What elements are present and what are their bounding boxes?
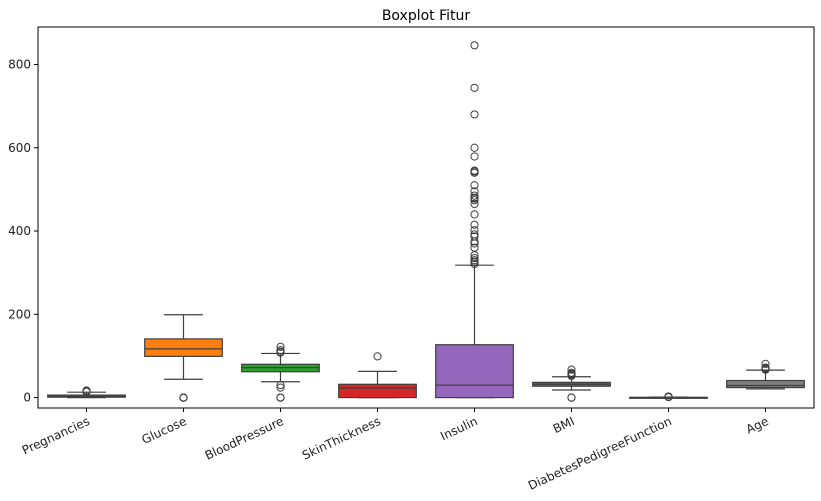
outlier-point — [761, 363, 770, 372]
x-tick-label: SkinThickness — [300, 414, 383, 463]
box-DiabetesPedigreeFunction — [629, 392, 708, 402]
box-BMI — [532, 365, 611, 402]
box-Insulin — [435, 41, 514, 399]
outlier-point — [470, 220, 479, 229]
box-Pregnancies — [47, 386, 126, 399]
y-tick-label: 0 — [23, 391, 31, 405]
box-body — [144, 338, 223, 357]
outlier-point — [470, 226, 479, 235]
x-tick-label: DiabetesPedigreeFunction — [526, 414, 674, 493]
y-tick-label: 400 — [8, 224, 31, 238]
x-tick-label: Insulin — [438, 414, 480, 443]
outlier-point — [470, 166, 479, 175]
x-tick-label: Age — [744, 414, 771, 437]
outlier-point — [470, 191, 479, 200]
x-tick-label: BloodPressure — [203, 414, 286, 463]
outlier-point — [470, 210, 479, 219]
box-body — [435, 344, 514, 399]
outlier-point — [470, 181, 479, 190]
outlier-point — [470, 232, 479, 241]
outlier-point — [470, 143, 479, 152]
chart-title: Boxplot Fitur — [382, 8, 471, 24]
outlier-point — [276, 342, 285, 351]
outlier-point — [470, 230, 479, 239]
chart-axes: 0 200 400 600 800 Pregnancies Glucose BloodPres… — [8, 57, 771, 492]
y-tick-label: 200 — [8, 307, 31, 321]
outlier-point — [470, 110, 479, 119]
outlier-point — [567, 393, 576, 402]
box-Age — [726, 359, 805, 390]
x-tick-label: Pregnancies — [20, 414, 92, 457]
y-tick-label: 600 — [8, 141, 31, 155]
plot-frame — [37, 26, 815, 409]
outlier-point — [276, 393, 285, 402]
outlier-point — [276, 380, 285, 390]
box-BloodPressure — [241, 342, 320, 402]
outlier-point — [276, 346, 285, 355]
outlier-point — [470, 41, 479, 50]
y-tick-label: 800 — [8, 57, 31, 71]
outlier-point — [567, 368, 576, 377]
x-tick-label: BMI — [551, 414, 577, 436]
outlier-point — [470, 187, 479, 196]
x-tick-label: Glucose — [140, 414, 189, 447]
box-Glucose — [144, 314, 223, 402]
box-body — [338, 383, 417, 399]
outlier-point — [470, 83, 479, 92]
outlier-point — [470, 256, 479, 265]
outlier-point — [179, 393, 188, 402]
outlier-point — [276, 383, 285, 392]
chart-marks — [47, 41, 805, 402]
outlier-point — [761, 359, 770, 368]
box-body — [726, 379, 805, 389]
outlier-point — [470, 253, 479, 263]
outlier-point — [470, 199, 479, 209]
outlier-point — [470, 243, 479, 252]
box-SkinThickness — [338, 352, 417, 399]
outlier-point — [567, 365, 576, 374]
outlier-point — [82, 386, 91, 395]
outlier-point — [373, 352, 382, 361]
outlier-point — [470, 152, 479, 161]
outlier-point — [470, 193, 479, 202]
outlier-point — [664, 392, 673, 401]
